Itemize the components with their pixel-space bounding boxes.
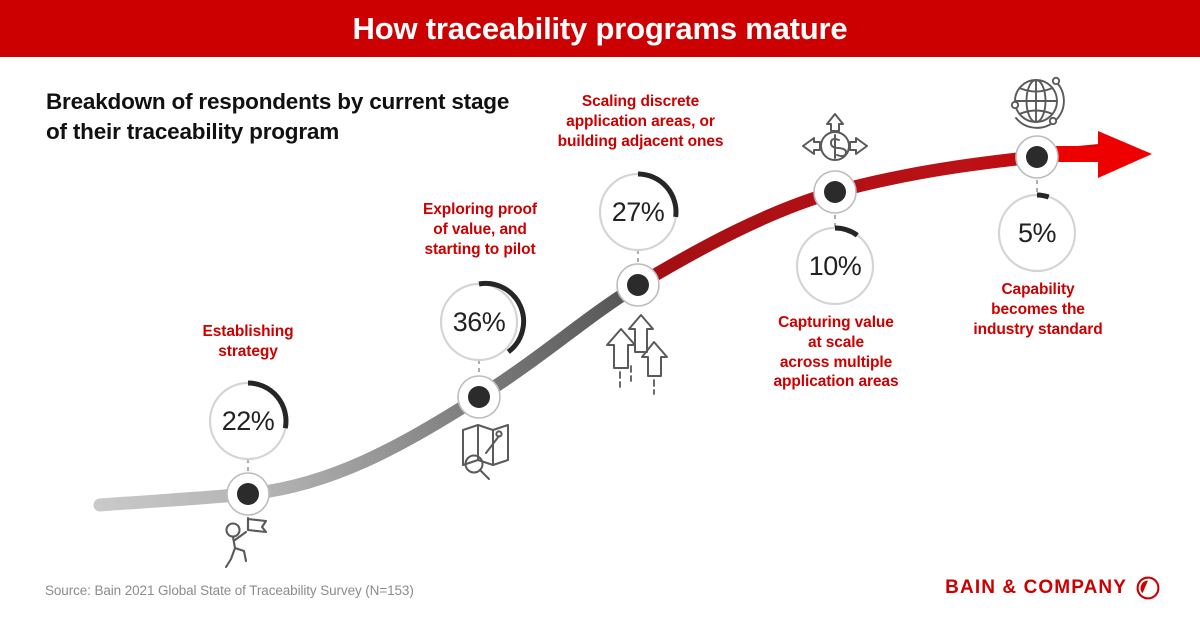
map-magnifier-icon [462, 424, 509, 480]
node-outer-ring [457, 375, 501, 419]
donut-percent-22: 22% [221, 406, 275, 436]
bain-circle-mark-icon [1136, 576, 1160, 600]
node-outer-ring [1015, 135, 1059, 179]
person-with-flag-icon [224, 516, 268, 569]
stage-label-establishing-strategy: Establishing strategy [202, 323, 294, 360]
node-dot [627, 274, 649, 296]
donut-arc-5 [1036, 192, 1050, 200]
globe-network-icon [1010, 76, 1065, 129]
stage-label-exploring-proof-of-value: Exploring proof of value, and starting t… [423, 201, 537, 258]
stage-label-capability-industry-standard: Capability becomes the industry standard [973, 281, 1103, 338]
curve-segment-gray [93, 278, 645, 512]
node-outer-ring [616, 263, 660, 307]
donut-percent-10: 10% [808, 251, 862, 281]
page-title: How traceability programs mature [352, 10, 848, 46]
stage-label-scaling-discrete-application-areas: Scaling discrete application areas, or b… [557, 93, 724, 150]
donut-percent-27: 27% [611, 197, 665, 227]
node-dot [1026, 146, 1048, 168]
bain-logo-text: BAIN & COMPANY [945, 577, 1127, 598]
node-dot [468, 386, 490, 408]
donut-arc-10 [834, 225, 859, 238]
node-outer-ring [226, 472, 270, 516]
node-dot [824, 181, 846, 203]
three-up-arrows-icon [606, 314, 668, 395]
curve-arrow-shaft [1040, 146, 1102, 162]
subtitle: Breakdown of respondents by current stag… [46, 89, 510, 145]
node-dot [237, 483, 259, 505]
source-note: Source: Bain 2021 Global State of Tracea… [45, 583, 414, 598]
curve-arrowhead-icon [1098, 131, 1152, 178]
donut-percent-36: 36% [452, 307, 506, 337]
stage-label-capturing-value-at-scale: Capturing value at scale across multiple… [773, 314, 899, 391]
bain-company-logo: BAIN & COMPANY [945, 576, 1160, 600]
donut-percent-5: 5% [1017, 218, 1057, 248]
node-outer-ring [813, 170, 857, 214]
header-bar: How traceability programs mature [0, 0, 1200, 57]
dollar-expand-arrows-icon [802, 113, 868, 161]
